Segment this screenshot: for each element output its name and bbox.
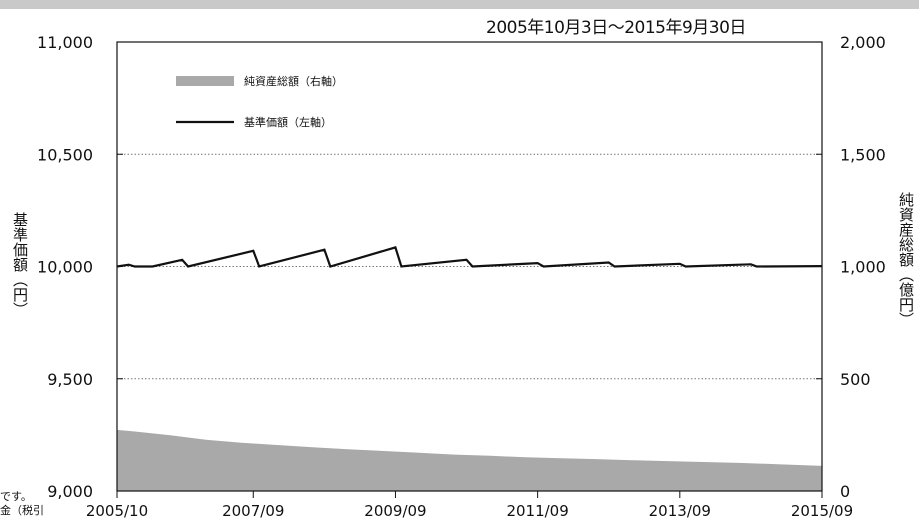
left-tick-label: 9,000	[47, 482, 93, 501]
left-tick-label: 9,500	[47, 370, 93, 389]
net-assets-area	[117, 429, 822, 491]
right-tick-label: 500	[840, 370, 871, 389]
x-tick-label: 2005/10	[86, 502, 148, 520]
left-tick-label: 10,500	[37, 145, 93, 164]
x-tick-label: 2013/09	[649, 502, 711, 520]
x-tick-label: 2011/09	[506, 502, 568, 520]
x-tick-label: 2007/09	[222, 502, 284, 520]
cropped-footnote-fragment: です。 金（税引	[0, 490, 44, 517]
top-band	[0, 0, 919, 9]
legend-swatch-area	[176, 76, 234, 86]
right-tick-label: 0	[840, 482, 850, 501]
left-axis-title: 基準価額（円）	[11, 212, 29, 317]
right-tick-label: 1,500	[840, 145, 886, 164]
legend-label-nav: 基準価額（左軸）	[244, 115, 332, 129]
x-tick-label: 2009/09	[364, 502, 426, 520]
left-tick-label: 10,000	[37, 258, 93, 277]
nav-line	[116, 246, 823, 268]
period-caption: 2005年10月3日～2015年9月30日	[486, 18, 746, 38]
x-tick-label: 2015/09	[791, 502, 853, 520]
right-tick-label: 1,000	[840, 258, 886, 277]
right-tick-label: 2,000	[840, 33, 886, 52]
legend-label-net-assets: 純資産総額（右軸）	[244, 74, 343, 88]
left-tick-label: 11,000	[37, 33, 93, 52]
right-axis-title: 純資産総額（億円）	[897, 192, 915, 327]
